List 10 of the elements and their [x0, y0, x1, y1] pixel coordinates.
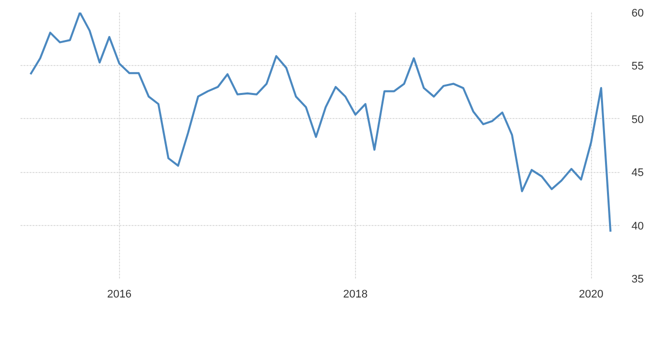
- x-tick-label: 2016: [107, 288, 132, 300]
- y-tick-label: 35: [632, 274, 644, 286]
- y-tick-label: 50: [632, 114, 644, 126]
- line-series: [30, 12, 612, 233]
- y-tick-label: 60: [632, 8, 644, 20]
- x-tick-label: 2020: [578, 288, 604, 300]
- y-tick-label: 45: [632, 167, 644, 180]
- y-tick-label: 40: [632, 220, 644, 232]
- y-tick-label: 55: [632, 60, 644, 73]
- x-tick-label: 2018: [343, 288, 368, 300]
